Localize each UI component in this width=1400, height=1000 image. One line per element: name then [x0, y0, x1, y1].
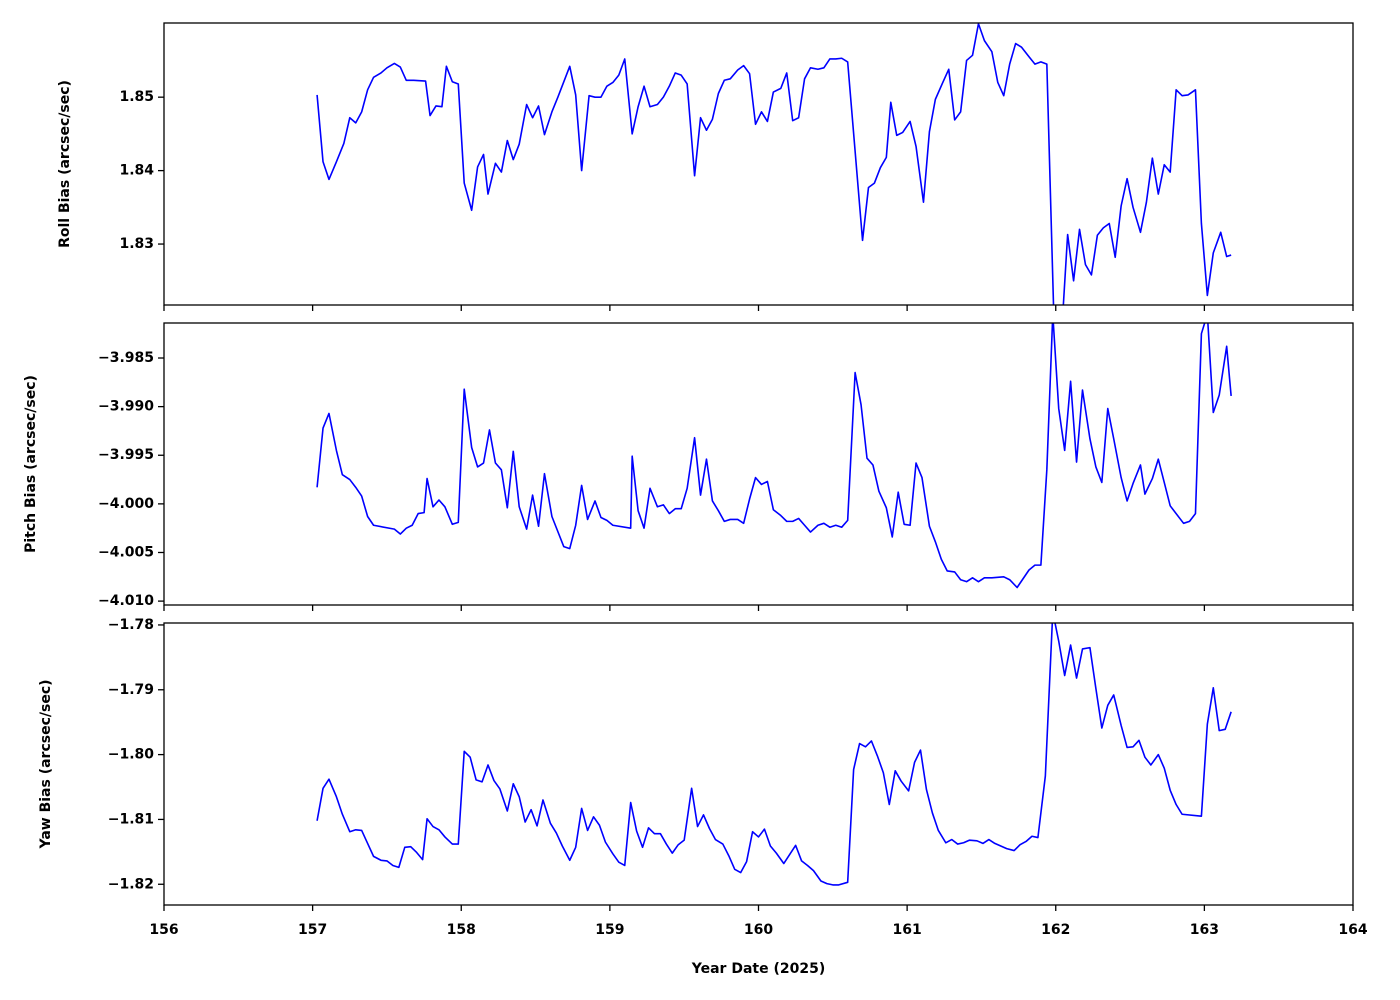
data-line — [316, 623, 1232, 886]
y-tick-label: −1.80 — [108, 747, 155, 763]
y-axis-label: Roll Bias (arcsec/sec) — [57, 80, 73, 248]
y-tick-label: 1.84 — [119, 163, 154, 179]
plot-frame — [163, 22, 1354, 306]
y-tick-label: −4.000 — [98, 496, 154, 512]
y-tick-label: −4.005 — [98, 544, 154, 560]
y-tick-label: −3.995 — [98, 447, 154, 463]
plot-frame — [163, 322, 1354, 606]
y-axis-label: Pitch Bias (arcsec/sec) — [23, 375, 39, 553]
y-tick-label: −1.82 — [108, 876, 154, 892]
plot-frame — [163, 622, 1354, 906]
x-tick-label: 162 — [1041, 922, 1070, 938]
x-tick-label: 160 — [744, 922, 773, 938]
x-tick-label: 159 — [595, 922, 624, 938]
x-tick-label: 161 — [893, 922, 922, 938]
y-tick-label: −3.990 — [98, 399, 154, 415]
x-tick-label: 164 — [1338, 922, 1367, 938]
x-tick-label: 156 — [149, 922, 178, 938]
y-tick-label: −4.010 — [98, 593, 154, 609]
y-axis-label: Yaw Bias (arcsec/sec) — [38, 679, 54, 849]
x-tick-label: 158 — [447, 922, 476, 938]
data-line — [316, 23, 1232, 305]
x-tick-label: 163 — [1190, 922, 1219, 938]
y-tick-label: −1.81 — [108, 811, 154, 827]
y-tick-label: −3.985 — [98, 350, 154, 366]
x-tick-label: 157 — [298, 922, 327, 938]
y-tick-label: 1.85 — [119, 89, 154, 105]
data-line — [316, 323, 1232, 589]
x-axis-label: Year Date (2025) — [691, 961, 825, 977]
y-tick-label: 1.83 — [119, 236, 154, 252]
y-tick-label: −1.78 — [108, 617, 154, 633]
y-tick-label: −1.79 — [108, 682, 154, 698]
